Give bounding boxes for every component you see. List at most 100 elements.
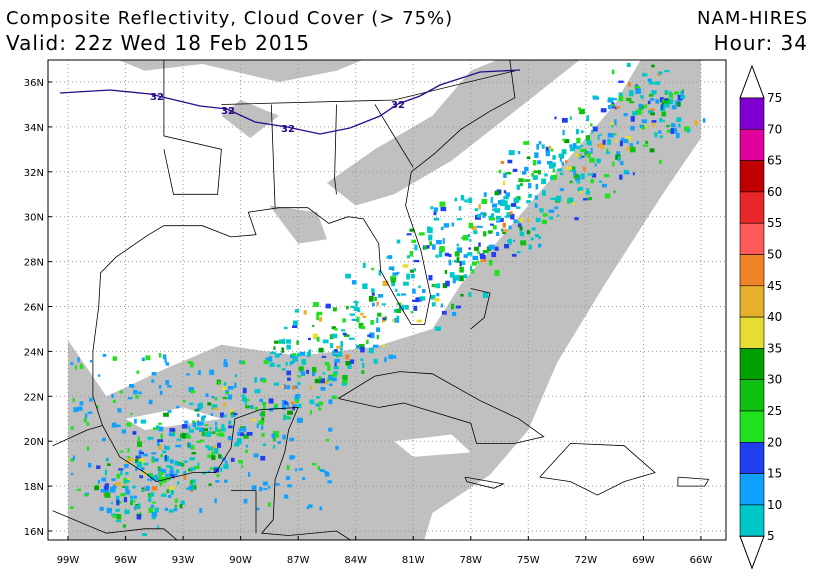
- radar-echo: [77, 406, 83, 411]
- radar-echo: [396, 308, 402, 314]
- colorbar-label: 15: [767, 467, 782, 481]
- lat-label: 34N: [24, 123, 44, 134]
- radar-echo: [319, 317, 323, 322]
- radar-echo: [334, 362, 337, 368]
- radar-echo: [125, 471, 129, 476]
- radar-echo: [158, 384, 162, 389]
- radar-echo: [230, 415, 236, 418]
- radar-echo: [140, 467, 144, 471]
- radar-echo: [497, 200, 501, 205]
- radar-echo: [576, 137, 581, 144]
- radar-echo: [196, 440, 201, 444]
- radar-echo: [411, 239, 417, 243]
- radar-echo: [260, 455, 266, 461]
- radar-echo: [245, 398, 250, 402]
- map-area: [48, 60, 726, 540]
- radar-echo: [516, 251, 521, 254]
- radar-echo: [566, 166, 572, 171]
- radar-echo: [625, 97, 632, 102]
- radar-echo: [138, 458, 145, 464]
- radar-echo: [178, 463, 182, 466]
- radar-echo: [376, 301, 379, 306]
- radar-echo: [74, 365, 77, 370]
- radar-echo: [613, 133, 617, 136]
- radar-echo: [500, 160, 505, 164]
- radar-echo: [241, 394, 246, 397]
- radar-echo: [500, 228, 504, 232]
- radar-echo: [508, 150, 515, 156]
- radar-echo: [680, 95, 686, 99]
- radar-echo: [650, 112, 655, 116]
- radar-echo: [329, 334, 334, 340]
- radar-echo: [541, 144, 545, 149]
- radar-echo: [269, 351, 276, 354]
- radar-echo: [186, 434, 191, 439]
- radar-echo: [139, 475, 144, 479]
- radar-echo: [342, 332, 347, 336]
- radar-echo: [494, 190, 500, 196]
- radar-echo: [590, 147, 593, 154]
- radar-echo: [210, 413, 214, 417]
- radar-echo: [299, 351, 306, 356]
- radar-echo: [324, 361, 330, 366]
- radar-echo: [169, 486, 175, 490]
- lon-label: 96W: [114, 555, 137, 566]
- colorbar-band: [739, 441, 765, 474]
- radar-echo: [645, 140, 649, 145]
- radar-echo: [512, 168, 518, 172]
- radar-echo: [367, 334, 372, 337]
- radar-echo: [523, 141, 530, 145]
- radar-echo: [496, 231, 500, 237]
- radar-echo: [353, 306, 360, 312]
- radar-echo: [530, 237, 534, 241]
- radar-echo: [285, 361, 288, 366]
- radar-echo: [228, 420, 232, 425]
- colorbar-band: [739, 316, 765, 349]
- radar-echo: [325, 438, 330, 442]
- radar-echo: [599, 180, 603, 183]
- radar-echo: [392, 272, 398, 276]
- radar-echo: [634, 85, 641, 89]
- radar-echo: [194, 409, 199, 412]
- radar-echo: [267, 502, 271, 507]
- radar-echo: [164, 445, 167, 450]
- radar-echo: [150, 504, 155, 508]
- radar-echo: [600, 108, 607, 113]
- radar-echo: [188, 387, 194, 392]
- radar-echo: [423, 245, 427, 250]
- radar-echo: [407, 255, 410, 259]
- radar-echo: [479, 253, 485, 256]
- radar-echo: [477, 251, 481, 254]
- radar-echo: [134, 505, 139, 509]
- radar-echo: [233, 412, 238, 416]
- radar-echo: [472, 255, 479, 261]
- radar-echo: [413, 259, 420, 263]
- radar-echo: [168, 494, 172, 499]
- radar-echo: [294, 396, 300, 401]
- radar-echo: [670, 92, 674, 99]
- lon-label: 75W: [517, 555, 540, 566]
- radar-echo: [629, 143, 634, 147]
- radar-echo: [211, 404, 218, 410]
- radar-echo: [632, 172, 635, 176]
- radar-echo: [349, 313, 355, 316]
- radar-echo: [256, 507, 260, 511]
- radar-echo: [202, 471, 206, 475]
- radar-echo: [133, 389, 138, 395]
- radar-echo: [644, 104, 648, 109]
- radar-echo: [439, 251, 443, 258]
- radar-echo: [154, 507, 159, 513]
- radar-echo: [189, 467, 196, 471]
- radar-echo: [197, 413, 200, 417]
- radar-echo: [572, 143, 577, 149]
- radar-echo: [413, 268, 417, 272]
- radar-echo: [273, 382, 279, 386]
- radar-echo: [474, 208, 479, 212]
- radar-echo: [531, 172, 535, 177]
- title: Composite Reflectivity, Cloud Cover (> 7…: [6, 8, 453, 29]
- colorbar-band: [739, 504, 765, 537]
- radar-echo: [102, 437, 106, 442]
- radar-echo: [225, 391, 229, 395]
- radar-echo: [186, 373, 190, 376]
